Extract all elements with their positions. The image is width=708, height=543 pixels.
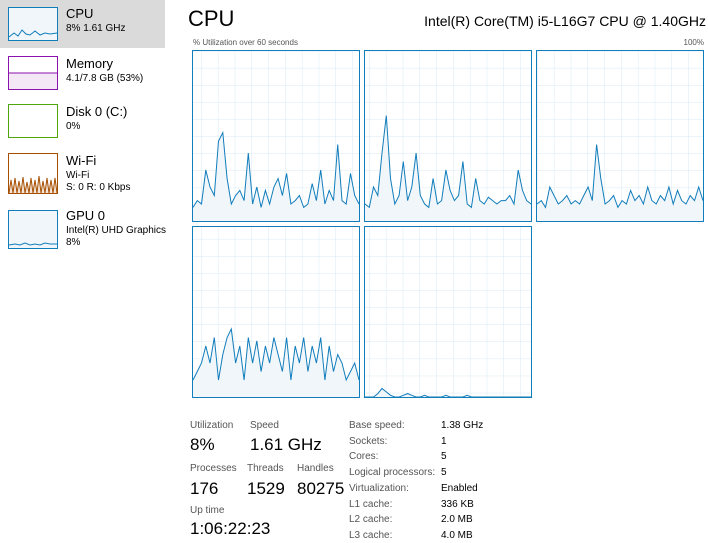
spec-label: L3 cache:	[349, 529, 393, 541]
graph-area	[537, 144, 703, 221]
sidebar-title[interactable]: GPU 0	[66, 208, 106, 223]
cpu-line	[192, 130, 360, 209]
stat-label: Threads	[247, 463, 284, 474]
stat-label: Up time	[190, 505, 225, 516]
sidebar-detail: 8% 1.61 GHz	[66, 23, 126, 34]
memory-thumb-fill	[9, 73, 57, 89]
stat-value: 8%	[190, 435, 215, 454]
sidebar-detail: Intel(R) UHD Graphics	[66, 225, 167, 236]
cpu-line	[364, 115, 532, 209]
graph-caption: % Utilization over 60 seconds	[193, 38, 298, 47]
graph-area	[365, 388, 531, 397]
stat-value: 1529	[247, 479, 285, 498]
spec-label: Sockets:	[349, 435, 388, 447]
stat-label: Processes	[190, 463, 237, 474]
graph-max-label: 100%	[683, 38, 704, 47]
graph-area	[193, 132, 359, 221]
cpu-line	[536, 144, 704, 209]
stat-value: 80275	[297, 479, 345, 498]
graph-border	[364, 226, 532, 398]
stat-label: Speed	[250, 420, 279, 431]
wifi-thumb-line	[8, 175, 58, 194]
graph-grid	[536, 50, 704, 222]
cpu-thumb-line	[8, 29, 58, 38]
graph-area	[193, 329, 359, 397]
sidebar-detail: S: 0 R: 0 Kbps	[66, 182, 131, 193]
spec-label: Logical processors:	[349, 467, 436, 479]
stat-value: 1.61 GHz	[250, 435, 322, 454]
core-graphs	[192, 50, 704, 398]
sidebar-title[interactable]: CPU	[66, 6, 94, 21]
sidebar-title[interactable]: Disk 0 (C:)	[66, 104, 128, 119]
graph-border	[364, 50, 532, 222]
stat-value: 176	[190, 479, 219, 498]
sidebar-title[interactable]: Memory	[66, 56, 113, 71]
spec-value: 2.0 MB	[441, 514, 473, 526]
spec-value: 1	[441, 435, 447, 447]
spec-value: 4.0 MB	[441, 529, 473, 541]
graph-border	[192, 226, 360, 398]
spec-label: L1 cache:	[349, 498, 393, 510]
stat-value: 1:06:22:23	[190, 519, 271, 538]
graph-border	[192, 50, 360, 222]
spec-value: 5	[441, 467, 447, 479]
sidebar-title[interactable]: Wi-Fi	[66, 153, 97, 168]
processor-name: Intel(R) Core(TM) i5-L16G7 CPU @ 1.40GHz	[424, 13, 706, 29]
spec-value: Enabled	[441, 482, 478, 494]
sidebar-detail: Wi-Fi	[66, 170, 90, 181]
sidebar-detail: 0%	[66, 121, 81, 132]
graph-border	[536, 50, 704, 222]
spec-value: 336 KB	[441, 498, 474, 510]
sidebar-detail: 8%	[66, 237, 81, 248]
graph-grid	[364, 226, 532, 398]
sidebar-thumbnails	[8, 7, 58, 249]
sidebar-detail: 4.1/7.8 GB (53%)	[66, 73, 144, 84]
stat-label: Handles	[297, 463, 334, 474]
spec-label: Cores:	[349, 451, 379, 463]
stat-label: Utilization	[190, 420, 234, 431]
spec-value: 5	[441, 451, 447, 463]
disk-thumb	[8, 104, 58, 138]
gpu-thumb-line	[8, 242, 57, 246]
gpu-thumb	[8, 210, 58, 249]
cpu-line	[192, 327, 360, 382]
spec-label: Base speed:	[349, 420, 405, 431]
spec-label: Virtualization:	[349, 482, 409, 494]
page-title: CPU	[188, 6, 235, 31]
spec-label: L2 cache:	[349, 514, 393, 526]
spec-value: 1.38 GHz	[441, 420, 484, 431]
